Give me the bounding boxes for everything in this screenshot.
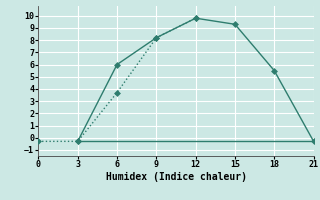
X-axis label: Humidex (Indice chaleur): Humidex (Indice chaleur)	[106, 172, 246, 182]
